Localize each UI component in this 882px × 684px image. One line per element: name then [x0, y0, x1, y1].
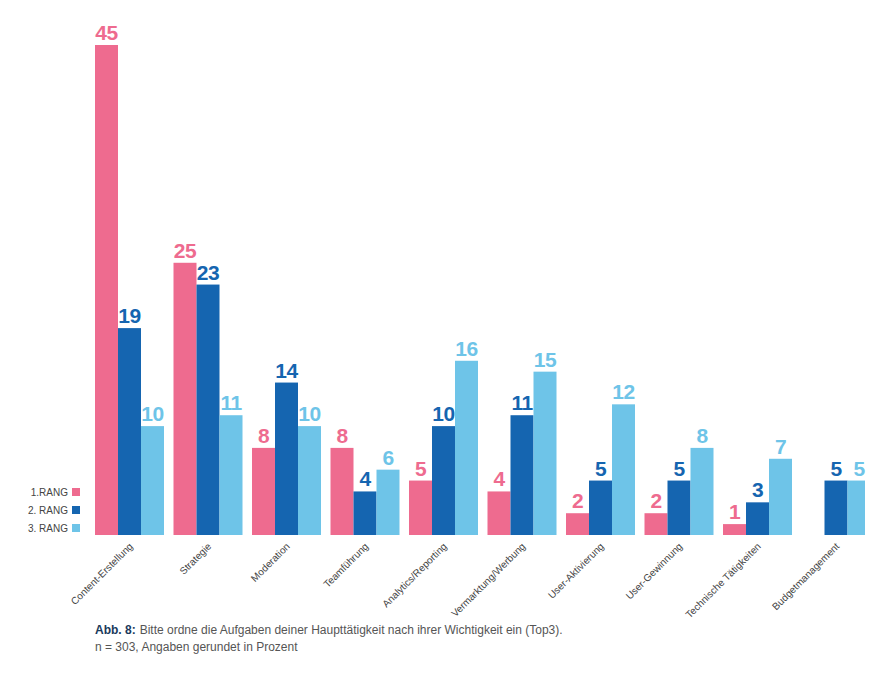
data-labels: 4519102523118141084651016411152512258137…	[95, 21, 865, 523]
category-label: Analytics/Reporting	[380, 541, 449, 610]
bar	[488, 491, 511, 535]
bar	[668, 481, 691, 535]
bar	[409, 481, 432, 535]
legend-swatch	[72, 488, 80, 496]
bar	[432, 426, 455, 535]
data-label: 19	[118, 304, 140, 327]
data-label: 2	[572, 489, 583, 512]
category-label: Budgetmanagement	[770, 540, 842, 612]
data-label: 45	[95, 21, 118, 44]
bar	[220, 415, 243, 535]
data-label: 4	[359, 467, 371, 490]
data-label: 12	[612, 380, 634, 403]
bar	[848, 481, 866, 535]
data-label: 8	[696, 424, 708, 447]
bar	[511, 415, 534, 535]
category-label: Strategie	[177, 540, 213, 576]
bar	[825, 481, 848, 535]
legend-label: 3. RANG	[28, 523, 68, 534]
data-label: 5	[830, 457, 842, 480]
data-label: 23	[197, 261, 219, 284]
category-label: Vermarktung/Werbung	[449, 541, 527, 619]
figure-label: Abb. 8:	[95, 623, 136, 637]
bar	[118, 328, 141, 535]
bar	[275, 383, 298, 535]
category-label: Teamführung	[321, 541, 370, 590]
bar	[691, 448, 714, 535]
title: Bitte ordne die Aufgaben deiner Haupttät…	[140, 623, 563, 637]
legend: 1.RANG 2. RANG 3. RANG	[28, 487, 80, 534]
bar	[141, 426, 164, 535]
legend-label: 1.RANG	[31, 487, 68, 498]
bar	[589, 481, 612, 535]
data-label: 14	[275, 359, 298, 382]
bar	[197, 285, 220, 535]
bar	[645, 513, 668, 535]
data-label: 3	[752, 478, 763, 501]
category-label: Moderation	[249, 541, 292, 584]
bar	[354, 491, 377, 535]
data-label: 1	[729, 500, 741, 523]
bar	[174, 263, 197, 535]
bar	[252, 448, 275, 535]
category-label: Technische Tätigkeiten	[683, 541, 763, 621]
data-label: 5	[853, 457, 865, 480]
bar	[95, 45, 118, 535]
data-label: 25	[174, 239, 197, 262]
data-label: 16	[455, 337, 477, 360]
data-label: 10	[432, 402, 454, 425]
legend-swatch	[72, 506, 80, 514]
category-label: User-Aktivierung	[546, 541, 606, 601]
chart: 4519102523118141084651016411152512258137…	[0, 0, 882, 684]
bar	[377, 470, 400, 535]
legend-label: 2. RANG	[28, 505, 68, 516]
data-label: 11	[220, 391, 242, 414]
data-label: 6	[382, 446, 393, 469]
bar	[723, 524, 746, 535]
bar	[534, 372, 557, 535]
data-label: 2	[650, 489, 661, 512]
data-label: 10	[141, 402, 163, 425]
category-labels: Content-Erstellung Strategie Moderation Tea…	[69, 540, 842, 620]
bar	[455, 361, 478, 535]
data-label: 5	[595, 457, 607, 480]
bar	[769, 459, 792, 535]
bar	[331, 448, 354, 535]
data-label: 10	[298, 402, 320, 425]
data-label: 7	[775, 435, 786, 458]
subtitle: n = 303, Angaben gerundet in Prozent	[95, 640, 298, 654]
data-label: 8	[258, 424, 270, 447]
data-label: 8	[336, 424, 348, 447]
category-label: User-Gewinnung	[624, 541, 685, 602]
bar	[298, 426, 321, 535]
bars	[95, 45, 865, 535]
bar	[566, 513, 589, 535]
category-label: Content-Erstellung	[69, 541, 135, 607]
legend-swatch	[72, 524, 80, 532]
data-label: 11	[511, 391, 533, 414]
data-label: 5	[415, 457, 427, 480]
bar	[746, 502, 769, 535]
caption: Abb. 8: Bitte ordne die Aufgaben deiner H…	[95, 623, 563, 637]
bar	[612, 404, 635, 535]
data-label: 5	[673, 457, 685, 480]
data-label: 15	[534, 348, 557, 371]
data-label: 4	[493, 467, 505, 490]
